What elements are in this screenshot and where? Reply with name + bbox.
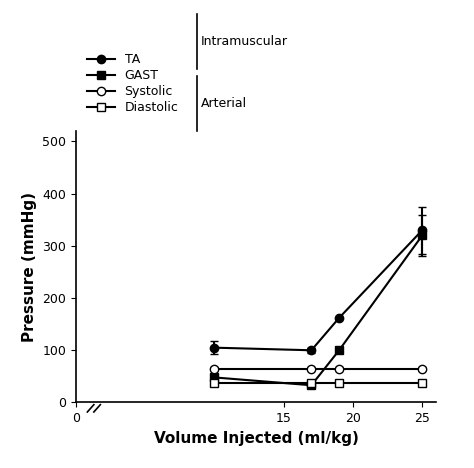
Legend: TA, GAST, Systolic, Diastolic: TA, GAST, Systolic, Diastolic xyxy=(82,48,183,119)
Text: Intramuscular: Intramuscular xyxy=(201,35,288,48)
Text: Arterial: Arterial xyxy=(201,97,246,110)
X-axis label: Volume Injected (ml/kg): Volume Injected (ml/kg) xyxy=(154,431,358,446)
Y-axis label: Pressure (mmHg): Pressure (mmHg) xyxy=(21,192,36,342)
